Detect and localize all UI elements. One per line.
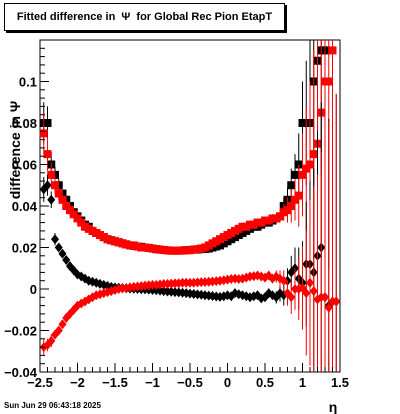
- x-tick-label: 1: [299, 375, 306, 390]
- chart-title: Fitted difference in Ψ for Global Rec Pi…: [4, 3, 285, 31]
- data-point-square: [73, 214, 82, 223]
- data-point-square: [324, 77, 333, 86]
- data-point-square: [39, 129, 48, 138]
- y-tick-label: 0.1: [19, 75, 37, 90]
- x-tick-label: 1.5: [331, 375, 349, 390]
- y-tick-label: 0.02: [12, 241, 37, 256]
- data-point-square: [298, 170, 307, 179]
- data-point-diamond: [279, 275, 288, 286]
- data-point-diamond: [58, 319, 67, 330]
- data-point-square: [283, 206, 292, 215]
- y-tick-label: −0.02: [4, 324, 37, 339]
- data-point-square: [62, 202, 71, 210]
- axes: −2.5 −2 −1.5 −1 −0.5 0 0.5 1 1.5 −0.04 −0.02 0 0.02 0…: [4, 39, 349, 390]
- data-point-square: [54, 189, 63, 198]
- data-point-diamond: [62, 254, 71, 265]
- data-point-square: [287, 181, 296, 190]
- data-point-square: [309, 150, 318, 159]
- data-point-square: [66, 206, 74, 215]
- data-point-square: [276, 212, 284, 221]
- x-tick-label: −1.5: [102, 375, 128, 390]
- data-point-diamond: [54, 242, 63, 253]
- data-point-diamond: [54, 325, 63, 336]
- x-tick-label: 0.5: [256, 375, 274, 390]
- data-point-diamond: [287, 292, 296, 303]
- y-tick-label: 0.06: [12, 158, 37, 173]
- data-point-diamond: [47, 194, 56, 205]
- data-point-square: [306, 160, 314, 169]
- data-point-square: [328, 46, 337, 55]
- data-point-square: [287, 202, 296, 210]
- data-point-square: [291, 195, 299, 204]
- data-point-diamond: [302, 288, 311, 299]
- data-point-diamond: [306, 277, 314, 288]
- data-point-square: [51, 181, 59, 190]
- y-axis-title: difference in Ψ: [7, 101, 23, 199]
- x-tick-label: 0: [224, 375, 231, 390]
- data-point-square: [302, 164, 311, 173]
- x-tick-label: −2.5: [27, 375, 53, 390]
- data-point-diamond: [51, 234, 59, 245]
- data-point-diamond: [309, 286, 318, 297]
- data-point-square: [294, 191, 303, 200]
- data-point-diamond: [47, 335, 56, 346]
- timestamp: Sun Jun 29 06:43:18 2025: [4, 401, 101, 410]
- data-point-diamond: [43, 180, 52, 191]
- data-point-diamond: [332, 296, 341, 307]
- data-point-square: [291, 170, 299, 179]
- x-tick-label: −2: [70, 375, 85, 390]
- x-tick-label: −1: [145, 375, 160, 390]
- data-point-diamond: [324, 302, 333, 313]
- data-point-square: [43, 150, 52, 159]
- data-point-square: [77, 218, 86, 227]
- y-tick-label: 0.08: [12, 116, 37, 131]
- y-tick-label: 0: [30, 282, 37, 297]
- data-marks: [39, 40, 341, 372]
- data-point-square: [47, 170, 56, 179]
- y-tick-label: −0.04: [4, 365, 38, 380]
- y-tick-label: 0.04: [12, 199, 38, 214]
- data-point-square: [58, 195, 67, 204]
- data-point-square: [69, 210, 78, 219]
- x-axis-title: η: [329, 399, 338, 414]
- data-point-diamond: [321, 292, 329, 303]
- data-point-diamond: [58, 248, 67, 259]
- x-tick-label: −0.5: [177, 375, 203, 390]
